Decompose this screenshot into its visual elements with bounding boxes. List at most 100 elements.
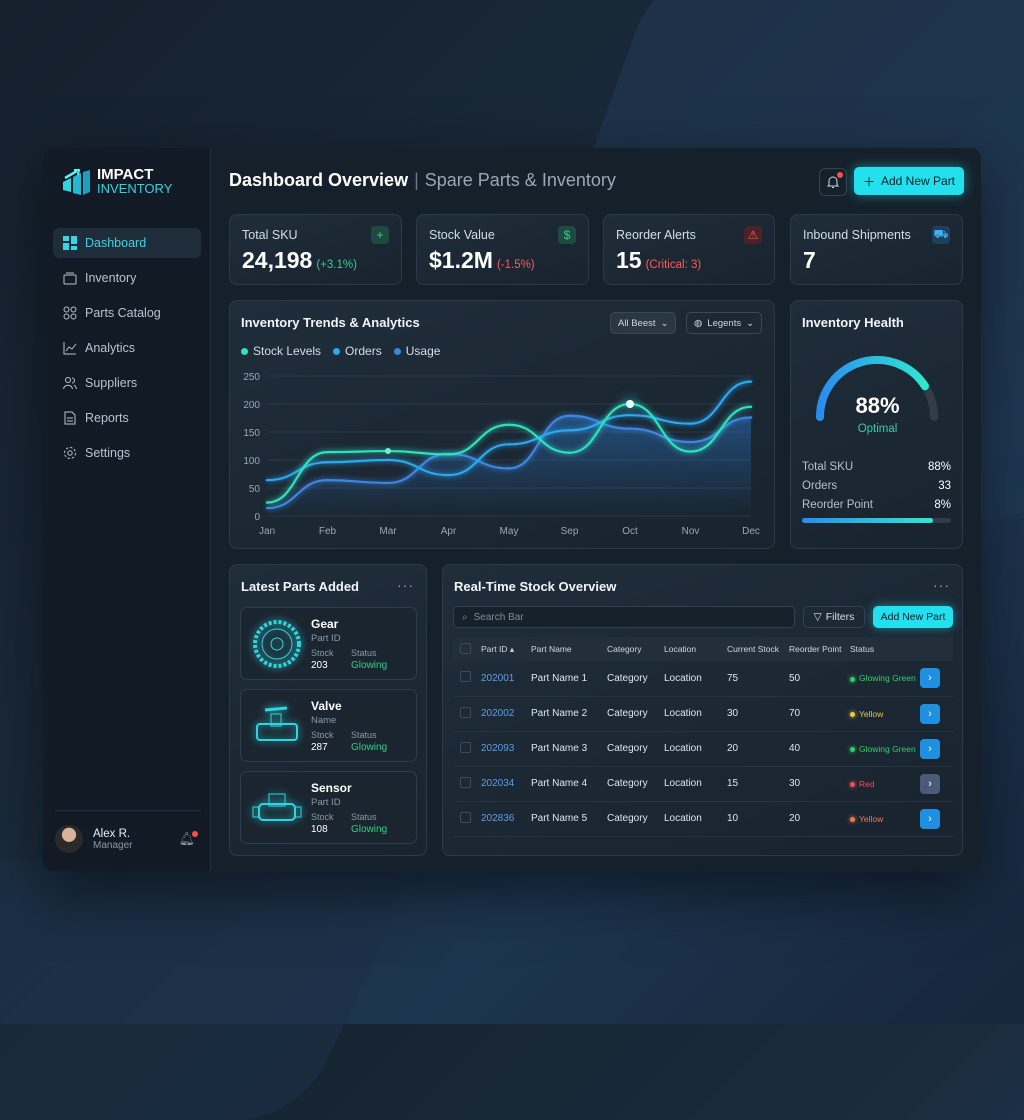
- row-checkbox[interactable]: [460, 706, 471, 718]
- data-point: [507, 443, 511, 446]
- more-options-icon[interactable]: ···: [933, 577, 950, 593]
- user-role: Manager: [93, 839, 133, 851]
- part-id-link[interactable]: 202002: [481, 696, 531, 732]
- part-id-link[interactable]: 202001: [481, 661, 531, 697]
- highlight-point[interactable]: [626, 400, 634, 408]
- filters-button[interactable]: ▽ Filters: [803, 606, 865, 628]
- page-title: Dashboard Overview | Spare Parts & Invento…: [229, 170, 616, 190]
- more-options-icon[interactable]: ···: [397, 577, 414, 593]
- stock-overview-card: Real-Time Stock Overview ··· ⌕ Search Bar…: [442, 564, 963, 856]
- kpi-value: 7: [803, 247, 816, 273]
- kpi-stock-value: Stock Value $1.2M (-1.5%) $: [416, 214, 589, 285]
- row-open-button[interactable]: ›: [920, 808, 940, 829]
- sidebar-item-dashboard[interactable]: Dashboard: [53, 228, 201, 258]
- bell-icon[interactable]: 🔔︎: [178, 831, 198, 847]
- range-dropdown[interactable]: All Beest ⌄: [610, 312, 677, 334]
- row-checkbox[interactable]: [460, 776, 471, 788]
- kpi-value: 15: [616, 247, 642, 273]
- legend-dropdown[interactable]: ◍ Legents ⌄: [686, 312, 763, 334]
- part-subtitle: Part ID: [311, 797, 341, 808]
- data-point: [386, 481, 390, 485]
- part-id-link[interactable]: 202034: [481, 766, 531, 802]
- search-input[interactable]: ⌕ Search Bar: [453, 606, 795, 628]
- part-subtitle: Name: [311, 715, 337, 726]
- row-open-button[interactable]: ›: [920, 668, 940, 689]
- highlight-point[interactable]: [385, 448, 391, 455]
- user-profile[interactable]: Alex R. Manager 🔔︎: [55, 810, 201, 853]
- status-label: Status: [351, 812, 377, 822]
- table-row[interactable]: 202034 Part Name 4 Category Location 15 …: [453, 766, 953, 802]
- row-open-button[interactable]: ›: [920, 773, 940, 794]
- data-point: [689, 450, 692, 453]
- sidebar-item-analytics[interactable]: Analytics: [53, 333, 201, 363]
- x-tick-label: Nov: [682, 526, 700, 537]
- location: Location: [664, 731, 727, 767]
- table-row[interactable]: 202002 Part Name 2 Category Location 30 …: [453, 696, 953, 732]
- sidebar-item-label: Inventory: [85, 271, 137, 285]
- row-checkbox[interactable]: [460, 741, 471, 753]
- column-header[interactable]: Reorder Point: [789, 637, 850, 661]
- add-new-part-button[interactable]: ＋ Add New Part: [854, 167, 964, 195]
- part-name: Valve: [311, 699, 342, 713]
- part-card-gear[interactable]: Gear Part ID Stock Status 203 Glowing: [240, 607, 417, 680]
- health-row: Orders 33: [802, 480, 951, 492]
- sidebar-item-label: Parts Catalog: [85, 306, 161, 320]
- bell-icon: [826, 176, 840, 188]
- table-row[interactable]: 202836 Part Name 5 Category Location 10 …: [453, 801, 953, 837]
- data-point: [568, 414, 571, 417]
- location: Location: [664, 661, 727, 697]
- notifications-button[interactable]: [819, 168, 847, 196]
- grid-icon: [63, 236, 77, 250]
- app-window: IMPACT INVENTORY Dashboard Inventory Part…: [43, 148, 981, 871]
- select-all-checkbox[interactable]: [453, 637, 481, 661]
- inventory-trends-card: Inventory Trends & Analytics All Beest ⌄ …: [229, 300, 775, 549]
- sidebar-item-reports[interactable]: Reports: [53, 403, 201, 433]
- data-point: [568, 451, 571, 454]
- data-point: [749, 380, 753, 383]
- logo-icon: [63, 169, 90, 195]
- status-badge: Red: [850, 766, 920, 802]
- part-card-sensor[interactable]: Sensor Part ID Stock Status 108 Glowing: [240, 771, 417, 844]
- row-open-button[interactable]: ›: [920, 738, 940, 759]
- stock-table: Part ID ▴ Part Name Category Location Curren…: [453, 637, 953, 837]
- kpi-label: Stock Value: [429, 228, 495, 242]
- data-point: [386, 458, 390, 462]
- data-point: [326, 450, 329, 454]
- column-header[interactable]: Part Name: [531, 637, 607, 661]
- sidebar-item-label: Analytics: [85, 341, 136, 355]
- part-name: Part Name 3: [531, 731, 607, 767]
- card-title: Inventory Trends & Analytics: [241, 315, 420, 330]
- row-checkbox[interactable]: [460, 811, 471, 823]
- reorder-point: 40: [789, 731, 850, 767]
- column-header[interactable]: Part ID ▴: [481, 637, 531, 661]
- sidebar-item-parts-catalog[interactable]: Parts Catalog: [53, 298, 201, 328]
- sidebar-item-suppliers[interactable]: Suppliers: [53, 368, 201, 398]
- y-tick-label: 250: [243, 372, 260, 383]
- table-row[interactable]: 202093 Part Name 3 Category Location 20 …: [453, 731, 953, 767]
- reorder-point: 20: [789, 801, 850, 837]
- sidebar-item-label: Dashboard: [85, 236, 147, 250]
- part-id-link[interactable]: 202836: [481, 801, 531, 837]
- current-stock: 20: [727, 731, 789, 767]
- health-row: Reorder Point 8%: [802, 499, 951, 511]
- dropdown-value: All Beest: [618, 317, 656, 329]
- row-checkbox[interactable]: [460, 671, 471, 683]
- y-tick-label: 200: [243, 400, 260, 411]
- stock-label: Stock: [311, 812, 334, 822]
- sensor-icon: [252, 793, 302, 821]
- sidebar-item-inventory[interactable]: Inventory: [53, 263, 201, 293]
- part-card-valve[interactable]: Valve Name Stock Status 287 Glowing: [240, 689, 417, 762]
- add-new-part-button[interactable]: Add New Part: [873, 606, 953, 628]
- part-id-link[interactable]: 202093: [481, 731, 531, 767]
- sidebar-item-label: Settings: [85, 446, 131, 460]
- column-header[interactable]: Location: [664, 637, 727, 661]
- row-open-button[interactable]: ›: [920, 703, 940, 724]
- column-header[interactable]: Category: [607, 637, 664, 661]
- column-header[interactable]: Current Stock: [727, 637, 789, 661]
- avatar: [55, 825, 83, 853]
- sidebar-item-settings[interactable]: Settings: [53, 438, 201, 468]
- sidebar-item-label: Suppliers: [85, 376, 138, 390]
- status-badge: Glowing Green: [850, 731, 920, 767]
- column-header[interactable]: Status: [850, 637, 920, 661]
- table-row[interactable]: 202001 Part Name 1 Category Location 75 …: [453, 661, 953, 697]
